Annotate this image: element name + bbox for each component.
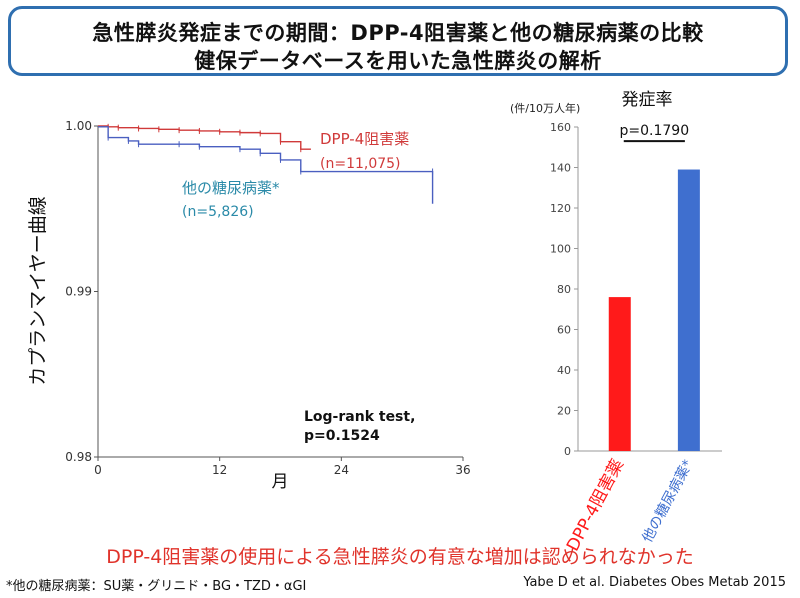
km-series-label-dpp4: DPP-4阻害薬: [320, 130, 409, 148]
km-x-tick-label: 0: [94, 463, 102, 477]
title-line-1: 急性膵炎発症までの期間：DPP-4阻害薬と他の糖尿病薬の比較: [92, 21, 704, 45]
bar-y-tick-label: 40: [557, 364, 571, 377]
km-y-axis-label: カプランマイヤー曲線: [27, 196, 49, 385]
bar-other: [677, 169, 700, 451]
km-series-label-other: 他の糖尿病薬*: [182, 179, 280, 197]
bar-y-tick-label: 100: [550, 243, 571, 256]
bar-y-tick-label: 60: [557, 324, 571, 337]
km-y-tick-label: 0.98: [65, 450, 92, 464]
bar-y-tick-label: 0: [564, 445, 571, 458]
bar-category-label: 他の糖尿病薬*: [640, 457, 697, 545]
bar-category-label: DPP-4阻害薬: [563, 456, 628, 555]
title-box: 急性膵炎発症までの期間：DPP-4阻害薬と他の糖尿病薬の比較 健保データベースを…: [8, 6, 788, 76]
footnote: *他の糖尿病薬：SU薬・グリニド・BG・TZD・αGI: [6, 579, 307, 594]
bar-y-tick-label: 160: [550, 121, 571, 134]
bar-chart-title: 発症率: [622, 90, 673, 110]
km-x-tick-label: 12: [212, 463, 227, 477]
km-y-tick-label: 1.00: [65, 119, 92, 133]
km-curve-dpp4: [98, 125, 311, 150]
citation: Yabe D et al. Diabetes Obes Metab 2015: [523, 575, 786, 590]
conclusion-text: DPP-4阻害薬の使用による急性膵炎の有意な増加は認められなかった: [106, 546, 694, 568]
bar-p-value: p=0.1790: [620, 123, 690, 139]
km-annotation-line2: p=0.1524: [304, 428, 380, 444]
bar-y-tick-label: 20: [557, 405, 571, 418]
km-x-tick-label: 24: [334, 463, 349, 477]
km-annotation-line1: Log-rank test,: [304, 409, 415, 425]
km-y-tick-label: 0.99: [65, 285, 92, 299]
km-series-n-dpp4: (n=11,075): [320, 156, 401, 172]
km-series-n-other: (n=5,826): [182, 204, 254, 220]
title-line-2: 健保データベースを用いた急性膵炎の解析: [194, 49, 602, 73]
bar-y-tick-label: 120: [550, 202, 571, 215]
bar-dpp4: [608, 297, 631, 451]
bar-y-tick-label: 140: [550, 162, 571, 175]
bar-unit-label: (件/10万人年): [510, 101, 580, 115]
km-x-tick-label: 36: [455, 463, 470, 477]
km-x-axis-label: 月: [272, 472, 289, 492]
bar-y-tick-label: 80: [557, 283, 571, 296]
